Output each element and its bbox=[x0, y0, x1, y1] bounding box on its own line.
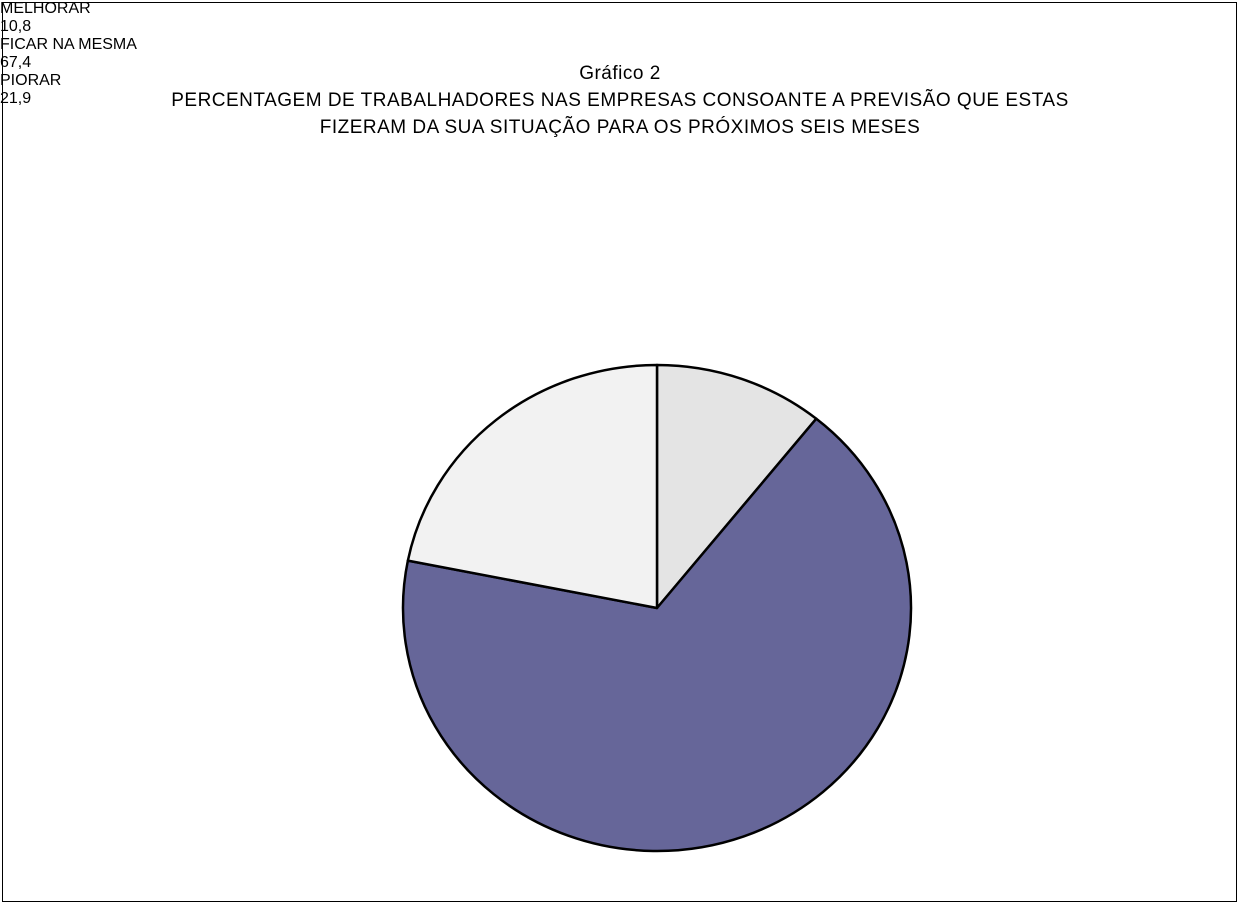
titles: Gráfico 2 PERCENTAGEM DE TRABALHADORES N… bbox=[130, 60, 1110, 141]
chart-title: Gráfico 2 bbox=[579, 63, 661, 84]
slice-label: PIORAR 21,9 bbox=[0, 72, 160, 108]
value-label: 10,8 bbox=[0, 18, 32, 35]
value-label: 21,9 bbox=[0, 90, 32, 107]
pie-slice bbox=[401, 417, 913, 853]
category-label: FICAR NA MESMA bbox=[0, 36, 137, 53]
slice-label: MELHORAR 10,8 bbox=[0, 0, 200, 36]
pie-slice bbox=[655, 363, 818, 610]
value-label: 67,4 bbox=[0, 54, 32, 71]
category-label: PIORAR bbox=[0, 72, 62, 89]
chart-subtitle: PERCENTAGEM DE TRABALHADORES NAS EMPRESA… bbox=[171, 90, 1069, 138]
pie-slice bbox=[406, 363, 659, 610]
category-label: MELHORAR bbox=[0, 0, 91, 17]
slice-label: FICAR NA MESMA 67,4 bbox=[0, 36, 180, 72]
